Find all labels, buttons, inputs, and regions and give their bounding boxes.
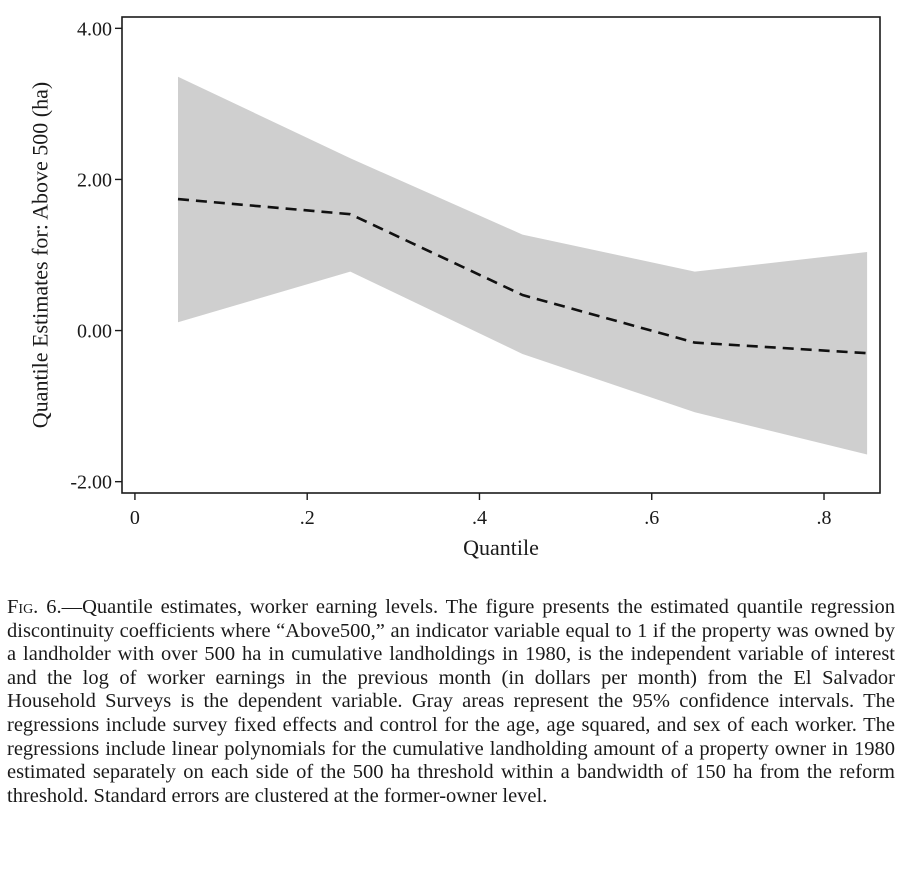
y-tick-label: 0.00 bbox=[77, 321, 112, 343]
x-tick-label: .4 bbox=[472, 507, 487, 529]
x-tick-label: .8 bbox=[817, 507, 832, 529]
estimate-line-layer bbox=[177, 197, 868, 355]
confidence-interval-band bbox=[178, 76, 868, 455]
y-tick-label: 4.00 bbox=[77, 18, 112, 40]
x-axis-title: Quantile bbox=[463, 535, 539, 560]
y-tick-label: 2.00 bbox=[77, 169, 112, 191]
x-tick-label: .2 bbox=[300, 507, 315, 529]
figure-caption: Fig. 6.—Quantile estimates, worker earni… bbox=[7, 596, 895, 808]
confidence-band-layer bbox=[178, 76, 868, 455]
y-tick-label: -2.00 bbox=[70, 472, 112, 494]
y-axis-title: Quantile Estimates for: Above 500 (ha) bbox=[28, 82, 53, 428]
chart: -2.00 0.00 2.00 4.00 0 .2 .4 .6 .8 Quantile Qua… bbox=[28, 16, 881, 560]
figure-caption-label: Fig. 6. bbox=[7, 596, 62, 618]
x-tick-label: 0 bbox=[130, 507, 140, 529]
x-axis: 0 .2 .4 .6 .8 bbox=[130, 493, 832, 529]
figure-caption-text: —Quantile estimates, worker earning leve… bbox=[7, 596, 895, 807]
estimate-line bbox=[177, 197, 868, 355]
y-axis: -2.00 0.00 2.00 4.00 bbox=[70, 18, 122, 494]
plot-area-frame bbox=[121, 16, 881, 494]
x-tick-label: .6 bbox=[644, 507, 659, 529]
